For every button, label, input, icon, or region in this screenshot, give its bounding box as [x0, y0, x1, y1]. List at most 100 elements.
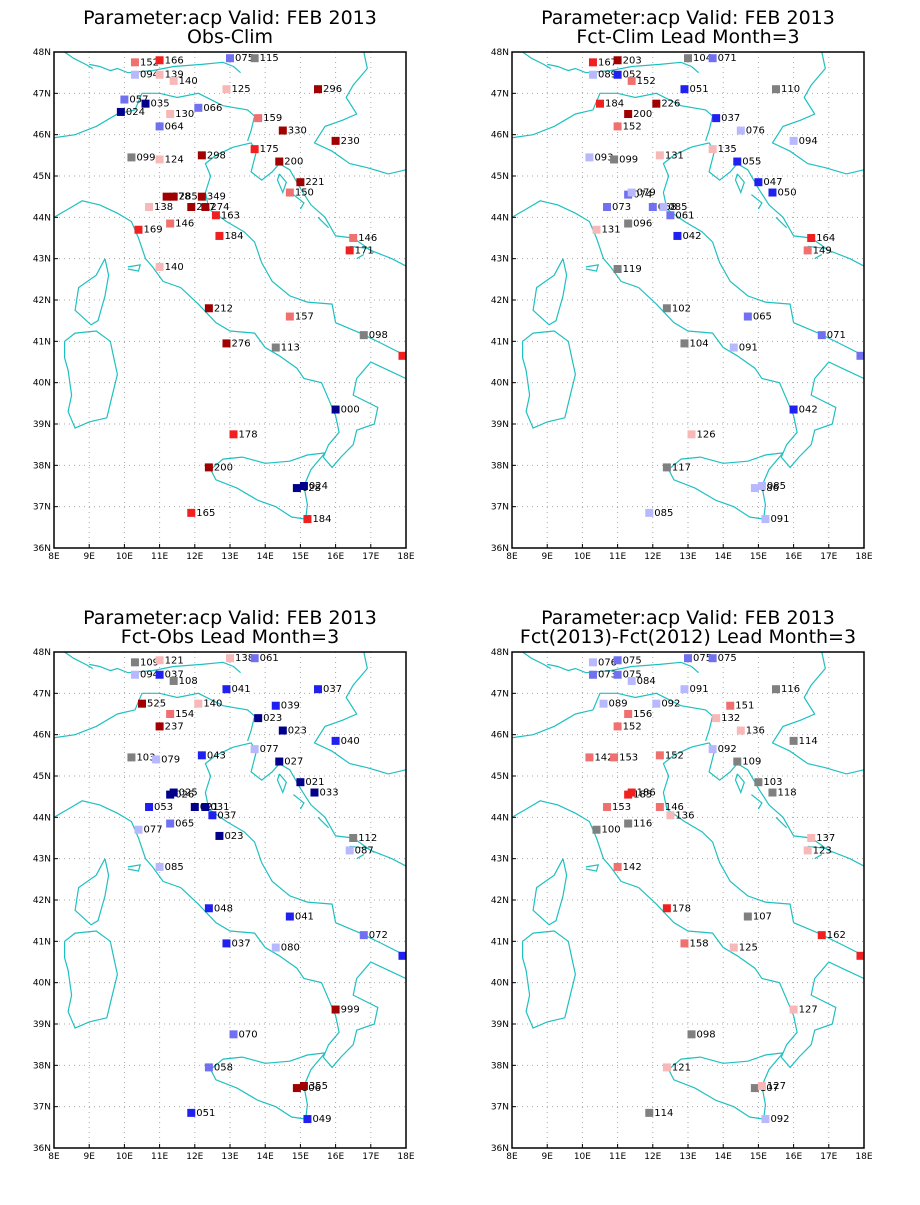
station-marker	[627, 188, 636, 197]
y-tick-label: 43N	[33, 855, 51, 865]
station-marker	[201, 803, 210, 811]
y-tick-label: 39N	[491, 420, 509, 430]
station-marker	[856, 351, 864, 360]
coastline	[74, 858, 110, 926]
station-value-label: 040	[341, 736, 360, 747]
x-tick-label: 10E	[116, 1152, 133, 1162]
station-marker	[726, 701, 735, 710]
station-marker	[155, 670, 164, 679]
x-tick-label: 16E	[327, 1152, 344, 1162]
station-value-label: 136	[746, 726, 765, 737]
station-value-label: 163	[221, 210, 240, 221]
y-tick-label: 40N	[33, 979, 51, 989]
station-marker	[708, 145, 717, 154]
station-value-label: 028	[302, 483, 321, 494]
station-value-label: 091	[689, 684, 708, 695]
station-value-label: 203	[623, 55, 642, 66]
station-value-label: 089	[609, 699, 628, 710]
station-value-label: 092	[718, 744, 737, 755]
x-tick-label: 9E	[83, 1152, 95, 1162]
station-value-label: 049	[312, 1114, 331, 1125]
station-marker	[229, 430, 238, 439]
station-value-label: 104	[689, 338, 708, 349]
station-value-label: 079	[637, 188, 656, 199]
coastline	[209, 452, 326, 520]
station-value-label: 113	[281, 343, 300, 354]
x-tick-label: 14E	[715, 1152, 732, 1162]
station-marker	[299, 482, 308, 490]
y-tick-label: 38N	[33, 1061, 51, 1071]
station-marker	[169, 788, 178, 797]
station-value-label: 175	[260, 144, 279, 155]
y-tick-label: 44N	[491, 813, 509, 823]
y-tick-label: 47N	[33, 89, 51, 99]
station-marker	[757, 1082, 766, 1090]
x-tick-label: 9E	[541, 552, 553, 562]
station-marker	[684, 654, 692, 663]
station-value-label: 040	[407, 951, 426, 962]
station-marker	[662, 1063, 671, 1072]
station-marker	[359, 331, 368, 340]
x-tick-label: 8E	[48, 1152, 60, 1162]
y-tick-label: 40N	[491, 979, 509, 989]
station-value-label: 052	[623, 70, 642, 81]
station-value-label: 125	[231, 84, 250, 95]
station-marker	[627, 676, 636, 685]
station-marker	[226, 54, 234, 63]
station-value-label: 140	[165, 262, 184, 273]
coastline	[54, 92, 256, 142]
x-tick-label: 9E	[83, 552, 95, 562]
station-value-label: 136	[675, 810, 694, 821]
coastline	[64, 52, 94, 70]
coastline	[313, 52, 406, 175]
station-marker	[588, 670, 597, 679]
station-marker	[803, 246, 812, 255]
station-marker	[285, 312, 294, 321]
station-value-label: 152	[140, 57, 159, 68]
x-tick-label: 17E	[362, 552, 379, 562]
station-value-label: 178	[239, 429, 258, 440]
x-tick-label: 14E	[715, 552, 732, 562]
station-value-label: 099	[619, 154, 638, 165]
station-value-label: 226	[661, 99, 680, 110]
station-value-label: 176	[407, 351, 426, 362]
station-marker	[204, 904, 213, 913]
station-marker	[166, 819, 175, 828]
x-tick-label: 9E	[541, 1152, 553, 1162]
station-marker	[162, 192, 171, 201]
station-marker	[733, 157, 742, 166]
station-value-label: 150	[295, 188, 314, 199]
coastline	[547, 61, 699, 74]
station-marker	[303, 515, 312, 524]
coastline	[204, 142, 406, 357]
station-value-label: 024	[309, 481, 328, 492]
station-marker	[627, 788, 636, 797]
station-value-label: 087	[355, 845, 374, 856]
station-value-label: 124	[165, 154, 184, 165]
panel-subtitle: Fct(2013)-Fct(2012) Lead Month=3	[520, 626, 856, 648]
x-tick-label: 11E	[609, 552, 626, 562]
station-value-label: 153	[619, 752, 638, 763]
station-value-label: 166	[165, 55, 184, 66]
x-tick-label: 17E	[820, 552, 837, 562]
station-marker	[712, 114, 721, 123]
station-marker	[680, 85, 689, 94]
y-tick-label: 44N	[491, 213, 509, 223]
station-marker	[187, 1108, 196, 1117]
station-marker	[190, 803, 199, 811]
coastline	[547, 661, 699, 674]
station-value-label: 138	[154, 202, 173, 213]
station-marker	[359, 931, 368, 940]
coastline	[522, 52, 552, 70]
x-tick-label: 12E	[186, 552, 203, 562]
station-marker	[155, 722, 164, 731]
y-tick-label: 36N	[491, 1144, 509, 1154]
station-marker	[314, 685, 322, 694]
station-value-label: 118	[777, 788, 796, 799]
y-tick-label: 48N	[491, 648, 509, 658]
coastline	[585, 264, 600, 272]
station-marker	[652, 99, 661, 108]
coastline	[204, 742, 406, 957]
